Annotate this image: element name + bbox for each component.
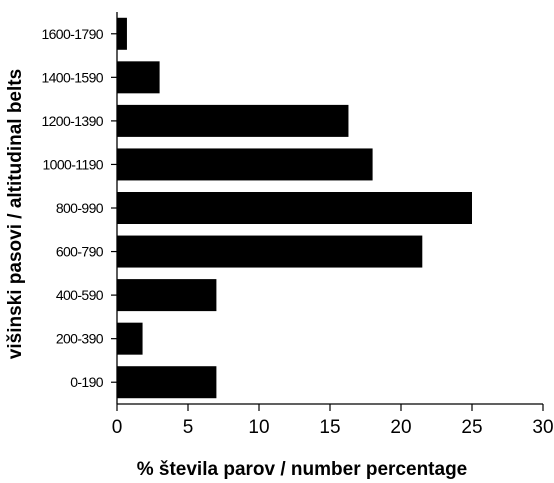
y-tick-label: 600-790 [56, 244, 104, 260]
x-tick-label: 20 [390, 417, 411, 438]
x-tick-label: 0 [112, 417, 123, 438]
x-tick-label: 5 [183, 417, 194, 438]
y-tick-label: 1000-1190 [42, 156, 103, 172]
x-axis-title: % števila parov / number percentage [137, 459, 468, 480]
y-tick-label: 200-390 [56, 331, 104, 347]
x-ticks-group: 0 5 10 15 20 25 30 [112, 404, 554, 438]
bar-200-390 [117, 322, 143, 355]
y-tick-label: 1400-1590 [41, 69, 103, 85]
x-tick-label: 25 [461, 417, 482, 438]
bar-600-790 [117, 235, 423, 268]
x-tick-label: 30 [532, 417, 553, 438]
y-ticks-group: 0-190 200-390 400-590 600-790 800-990 1000-11… [41, 26, 117, 390]
bar-0-190 [117, 366, 217, 399]
y-tick-label: 0-190 [70, 374, 104, 390]
y-tick-label: 1600-1790 [41, 26, 103, 42]
x-tick-label: 10 [248, 417, 269, 438]
y-tick-label: 1200-1390 [41, 113, 103, 129]
bar-400-590 [117, 279, 217, 312]
bar-1600-1790 [117, 17, 127, 50]
x-tick-label: 15 [319, 417, 340, 438]
bar-1400-1590 [117, 61, 160, 94]
y-axis-title: višinski pasovi / altitudinal belts [5, 69, 26, 359]
bar-1200-1390 [117, 104, 349, 137]
y-tick-label: 400-590 [56, 287, 104, 303]
y-tick-label: 800-990 [56, 200, 104, 216]
bar-800-990 [117, 192, 472, 224]
bar-1000-1190 [117, 148, 373, 181]
bars-group [117, 17, 472, 399]
